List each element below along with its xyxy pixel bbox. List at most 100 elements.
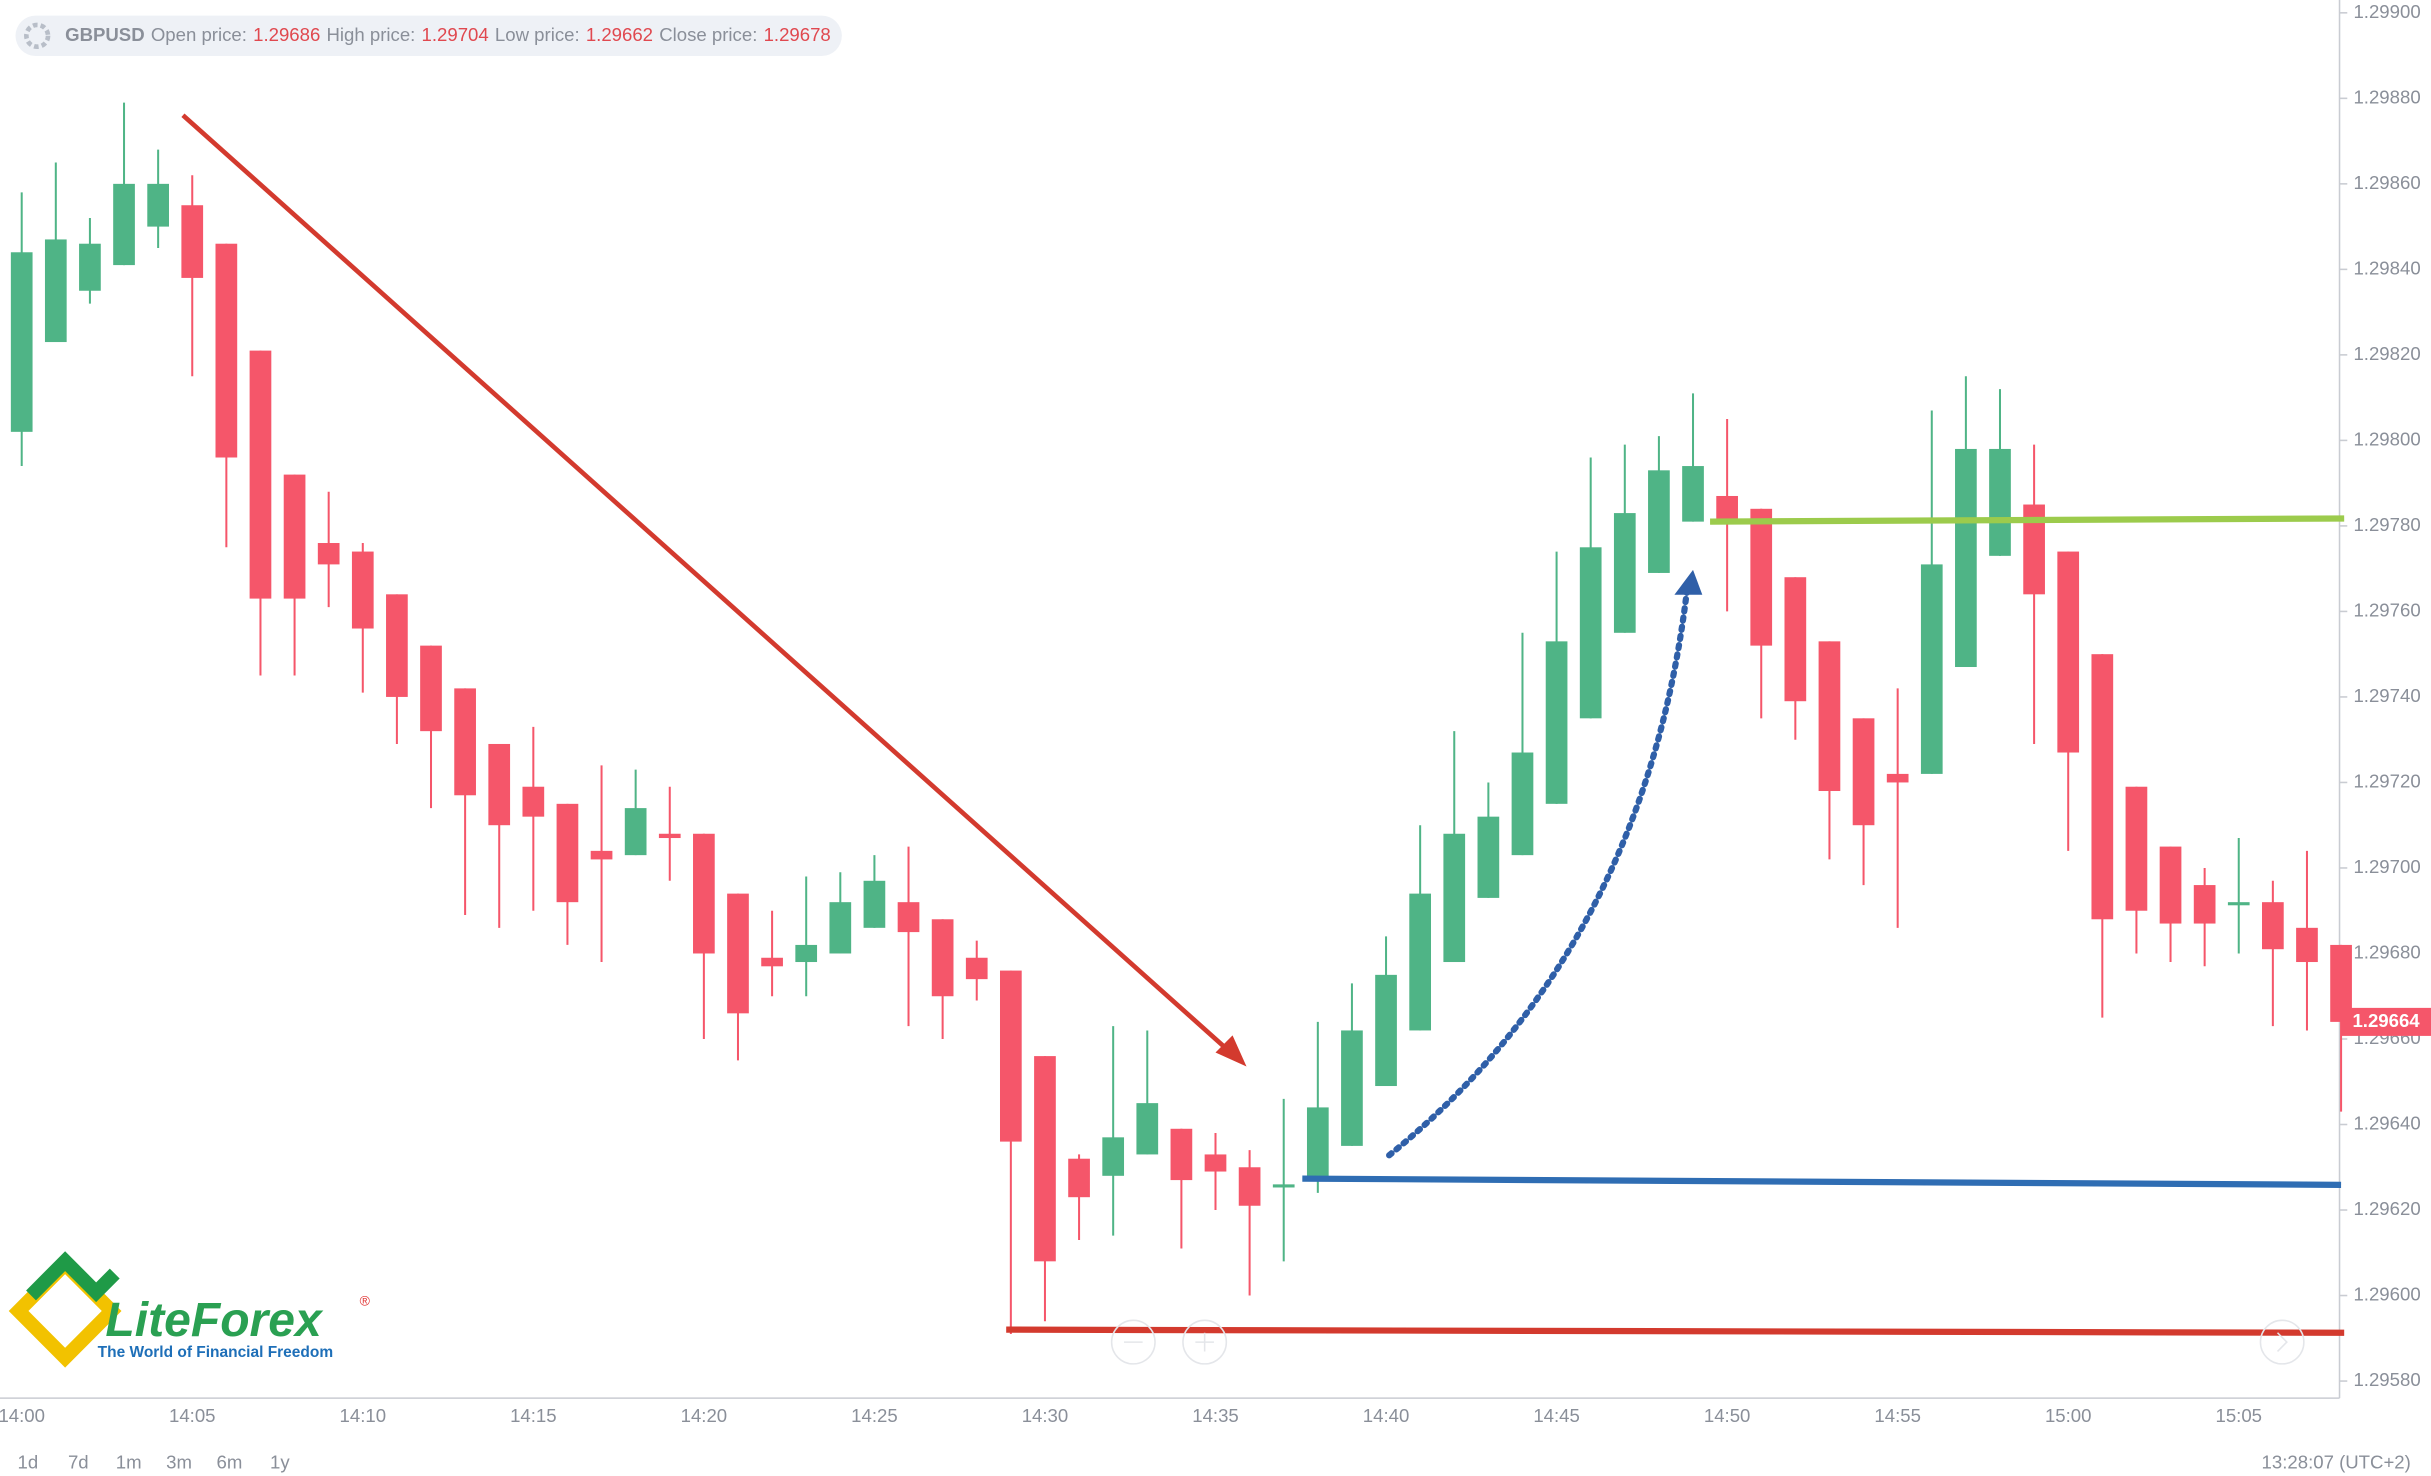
candle-body: [386, 594, 408, 697]
y-tick-label: 1.29800: [2353, 428, 2420, 449]
candle-body: [727, 893, 749, 1014]
candle-body: [1068, 1158, 1090, 1198]
x-tick-label: 14:55: [1874, 1405, 1921, 1426]
field-label: High price:: [327, 24, 416, 45]
y-tick-label: 1.29760: [2353, 599, 2420, 620]
candle-body: [2091, 654, 2114, 920]
x-tick-label: 14:40: [1363, 1405, 1410, 1426]
x-tick-label: 14:20: [681, 1405, 728, 1426]
field-value: 1.29678: [764, 24, 831, 45]
y-tick-label: 1.29740: [2353, 685, 2420, 706]
x-tick-label: 14:50: [1704, 1405, 1751, 1426]
zoom-out[interactable]: [1110, 1319, 1156, 1365]
candle-body: [2023, 504, 2045, 595]
zoom-in-icon: [1195, 1332, 1214, 1352]
y-tick-label: 1.29780: [2353, 514, 2420, 535]
trend-arrow: [181, 113, 1236, 1058]
candle-body: [1306, 1107, 1329, 1181]
candle-body: [1852, 718, 1875, 826]
y-tick-label: 1.29720: [2353, 770, 2420, 791]
candle-body: [1750, 508, 1773, 646]
candle-body: [488, 743, 511, 826]
candle-body: [454, 688, 476, 796]
candle-body: [420, 645, 442, 732]
x-tick-label: 14:10: [340, 1405, 387, 1426]
dotted-arrow-head: [1674, 569, 1703, 595]
settings-icon[interactable]: [24, 22, 51, 50]
header-bar: [15, 15, 842, 57]
range-button[interactable]: 6m: [217, 1451, 243, 1472]
candle-body: [1920, 564, 1943, 774]
field-value: 1.29662: [586, 24, 653, 45]
candle-body: [931, 919, 954, 997]
candle-body: [1613, 513, 1636, 633]
candle-body: [2330, 944, 2352, 1022]
logo-registered: ®: [360, 1292, 371, 1308]
last-price-box: [2341, 1007, 2431, 1036]
range-button[interactable]: 1y: [270, 1451, 290, 1472]
candle-body: [1443, 833, 1466, 963]
candle-body: [1477, 816, 1500, 898]
y-tick-label: 1.29840: [2353, 257, 2420, 278]
candle-body: [113, 183, 135, 266]
candle-body: [2262, 902, 2284, 950]
candle-body: [897, 902, 920, 933]
candle-body: [2296, 927, 2318, 963]
arrow-head: [1215, 1035, 1247, 1067]
x-tick-label: 14:05: [169, 1405, 216, 1426]
zoom-in[interactable]: [1182, 1319, 1228, 1365]
candle-body: [317, 543, 340, 565]
candle-body: [2193, 885, 2216, 924]
candle-body: [1989, 448, 2011, 556]
logo-tagline: The World of Financial Freedom: [98, 1344, 333, 1361]
candle-body: [1648, 470, 1670, 573]
candle-body: [10, 252, 33, 432]
candle-body: [693, 833, 715, 954]
field-label: Close price:: [659, 24, 757, 45]
y-tick-label: 1.29900: [2353, 1, 2420, 22]
y-tick-label: 1.29640: [2353, 1112, 2420, 1133]
y-tick-label: 1.29620: [2353, 1198, 2420, 1219]
range-button[interactable]: 3m: [166, 1451, 192, 1472]
candle-body: [2227, 902, 2250, 906]
candle-body: [1955, 448, 1977, 668]
candle-body: [1034, 1056, 1056, 1262]
candle-body: [1341, 1030, 1363, 1146]
candle-body: [829, 902, 852, 954]
candle-body: [1136, 1103, 1159, 1155]
y-tick-label: 1.29880: [2353, 86, 2420, 107]
header-text: GBPUSD Open price: 1.29686 High price: 1.297…: [65, 24, 831, 45]
candle-body: [522, 786, 545, 817]
candle-body: [624, 808, 647, 856]
logo-check: [26, 1251, 120, 1303]
candle-body: [1886, 773, 1909, 783]
candle-body: [1272, 1184, 1295, 1188]
candle-body: [147, 183, 169, 227]
candle-body: [1170, 1128, 1193, 1181]
candle-body: [1238, 1167, 1261, 1206]
candle-body: [249, 350, 272, 599]
candle-body: [44, 239, 67, 343]
x-tick-label: 14:25: [851, 1405, 898, 1426]
candle-body: [965, 957, 988, 980]
candle-body: [1375, 974, 1397, 1087]
candle-body: [1818, 641, 1841, 792]
field-value: 1.29704: [422, 24, 489, 45]
range-buttons: 1d 7d 1m 3m 6m 1y: [18, 1451, 291, 1472]
candle-body: [2125, 786, 2148, 911]
y-tick-label: 1.29580: [2353, 1369, 2420, 1390]
y-tick-label: 1.29860: [2353, 172, 2420, 193]
scroll-right[interactable]: [2259, 1319, 2305, 1365]
range-button[interactable]: 1d: [18, 1451, 39, 1472]
candle-body: [1511, 752, 1534, 856]
candle-body: [79, 243, 101, 291]
clock: 13:28:07 (UTC+2): [2262, 1451, 2411, 1472]
logo: LiteForex ® The World of Financial Freed…: [8, 1251, 371, 1368]
candle-body: [283, 474, 306, 599]
candle-body: [1409, 893, 1432, 1031]
range-button[interactable]: 1m: [116, 1451, 142, 1472]
range-button[interactable]: 7d: [68, 1451, 89, 1472]
candle-body: [590, 850, 613, 860]
candle-body: [351, 551, 374, 629]
